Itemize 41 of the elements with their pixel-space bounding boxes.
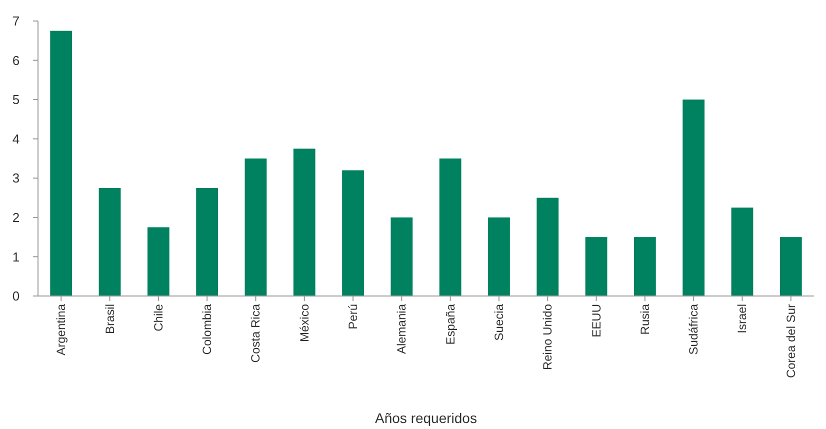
bar xyxy=(147,227,170,296)
x-tick-label: Alemania xyxy=(394,304,409,354)
bar xyxy=(488,217,510,296)
x-tick-label: Israel xyxy=(735,304,750,334)
x-tick-label: Corea del Sur xyxy=(784,304,798,378)
bar xyxy=(439,158,462,296)
x-tick-label: Argentina xyxy=(54,304,68,356)
bar xyxy=(50,30,72,296)
x-tick-label: Suecia xyxy=(492,304,506,341)
bar xyxy=(196,188,218,296)
bar xyxy=(731,208,754,296)
bar xyxy=(98,188,121,296)
x-tick-label: Chile xyxy=(151,304,166,332)
x-tick-label: Reino Unido xyxy=(540,304,555,370)
x-tick-label: Colombia xyxy=(200,304,214,355)
bar xyxy=(536,198,559,296)
y-tick-label: 4 xyxy=(12,131,20,146)
bar xyxy=(244,158,267,296)
x-tick-label: Sudáfrica xyxy=(686,304,701,355)
x-tick-label: EEUU xyxy=(589,304,604,338)
y-tick-label: 1 xyxy=(12,249,20,264)
bar xyxy=(342,170,364,296)
bar xyxy=(585,237,608,296)
x-tick-label: Brasil xyxy=(102,304,117,334)
y-tick-label: 2 xyxy=(12,210,20,225)
x-tick-label: España xyxy=(443,304,458,345)
x-tick-label: México xyxy=(297,304,312,342)
y-tick-label: 3 xyxy=(12,170,20,186)
x-tick-label: Perú xyxy=(346,304,360,330)
y-tick-label: 0 xyxy=(12,288,20,304)
y-tick-label: 6 xyxy=(12,52,20,68)
bar xyxy=(780,237,802,296)
x-tick-label: Rusia xyxy=(638,304,652,335)
y-tick-label: 7 xyxy=(12,14,20,29)
x-tick-label: Costa Rica xyxy=(248,304,263,363)
x-axis-title: Años requeridos xyxy=(375,410,477,426)
bar xyxy=(634,237,656,296)
bar xyxy=(682,100,705,296)
bar xyxy=(293,148,316,296)
bar xyxy=(390,217,413,296)
y-tick-label: 5 xyxy=(12,92,20,108)
